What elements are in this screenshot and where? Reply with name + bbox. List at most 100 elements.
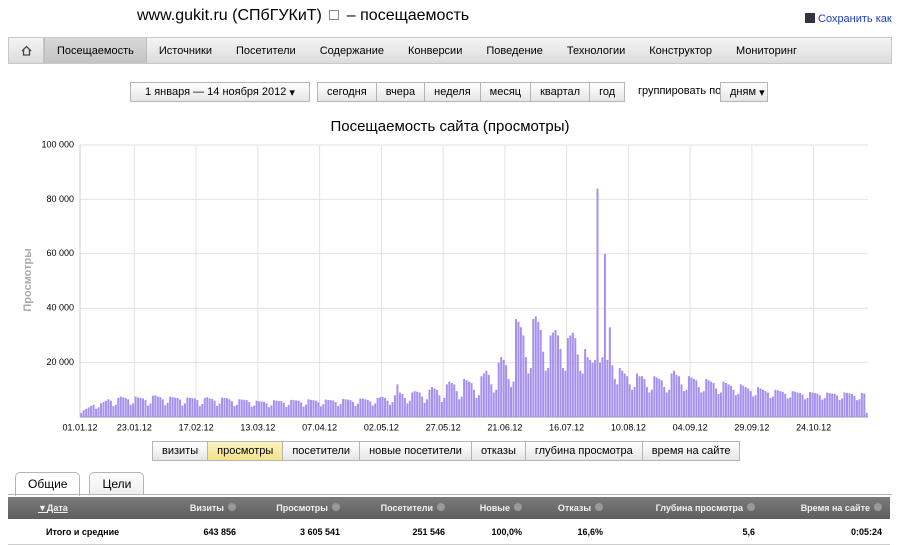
column-header: Отказы [558,503,603,513]
bar [532,319,535,417]
bar [282,402,285,417]
x-tick-label: 10.08.12 [611,422,646,432]
help-icon[interactable] [228,503,236,511]
metric-button[interactable]: глубина просмотра [525,441,643,461]
bar [265,403,268,417]
nav-item[interactable]: Технологии [566,44,626,57]
bar [317,402,320,417]
metric-button[interactable]: визиты [152,441,209,461]
bar [300,402,303,417]
bar [737,393,740,417]
period-button[interactable]: сегодня [317,82,377,102]
bar [198,406,201,417]
bar [537,321,540,417]
period-button[interactable]: квартал [531,82,591,102]
bar [193,398,196,417]
bar [707,380,710,417]
bar [228,399,231,417]
bar [473,389,475,417]
date-picker[interactable]: 1 января — 14 ноября 2012 ▾ [130,82,310,102]
bar [596,188,599,417]
group-label: группировать по [638,85,722,97]
bar [828,393,831,417]
bar [230,401,233,417]
bar [564,370,567,417]
home-button[interactable] [9,38,44,63]
bar [818,395,821,417]
column-header[interactable]: ▼Дата [38,503,68,513]
bar [117,397,120,417]
nav-item[interactable]: Конструктор [649,44,712,57]
bar [174,397,177,417]
bar [598,362,601,417]
help-icon[interactable] [332,503,340,511]
metric-button[interactable]: посетители [283,441,361,461]
period-button[interactable]: вчера [376,82,426,102]
bar [393,395,396,417]
tab[interactable]: Общие [15,472,81,496]
bar [739,384,742,417]
column-header: Глубина просмотра [656,503,755,513]
help-icon[interactable] [874,503,882,511]
bar [764,391,767,417]
metric-button[interactable]: время на сайте [642,441,741,461]
help-icon[interactable] [747,503,755,511]
nav-item[interactable]: Посещаемость [44,38,147,63]
nav-item[interactable]: Поведение [486,44,543,57]
bar [142,398,144,417]
bar [238,399,241,417]
nav-item[interactable]: Источники [158,44,212,57]
nav-item[interactable]: Посетители [236,44,296,57]
bar [211,398,214,417]
bar [305,404,308,417]
bar [280,401,283,417]
help-icon[interactable] [595,503,603,511]
bar [715,388,718,417]
x-tick-label: 24.10.12 [796,422,831,432]
report-title: – посещаемость [346,7,470,24]
bar [497,362,500,417]
bar [789,397,792,417]
period-button[interactable]: год [590,82,626,102]
bar [196,400,199,417]
nav-item[interactable]: Содержание [319,44,384,57]
bar [638,376,641,417]
bar [149,403,152,417]
bar [82,410,85,417]
metric-button[interactable]: отказы [471,441,526,461]
period-button[interactable]: месяц [480,82,532,102]
bar [327,399,330,417]
bar [591,362,594,417]
metric-button[interactable]: просмотры [208,441,284,461]
bar [836,395,839,417]
save-link[interactable]: Сохранить как [805,13,892,25]
help-icon[interactable] [514,503,522,511]
bar [603,253,606,417]
x-tick-label: 07.04.12 [302,422,337,432]
bar [808,391,811,417]
tab[interactable]: Цели [89,472,145,495]
date-button[interactable]: 1 января — 14 ноября 2012 ▾ [130,82,310,102]
save-text[interactable]: Сохранить как [818,13,892,25]
nav-item[interactable]: Мониторинг [735,44,797,57]
bar [796,392,799,417]
bar [685,389,688,417]
bar [594,359,597,417]
bar [823,397,826,417]
bar [302,406,305,417]
bar [428,389,431,417]
bar [92,404,95,417]
group-select[interactable]: дням ▾ [720,82,768,102]
site-name: www.gukit.ru (СПбГУКиТ) [137,7,322,24]
help-icon[interactable] [437,503,445,511]
bar [151,395,154,417]
bar [104,400,107,417]
bar [700,392,703,417]
nav-item[interactable]: Конверсии [408,44,463,57]
bar [865,412,868,417]
metric-button[interactable]: новые посетители [360,441,472,461]
bar [312,400,315,417]
bar [749,391,752,417]
period-button[interactable]: неделя [425,82,481,102]
bar [480,376,483,417]
